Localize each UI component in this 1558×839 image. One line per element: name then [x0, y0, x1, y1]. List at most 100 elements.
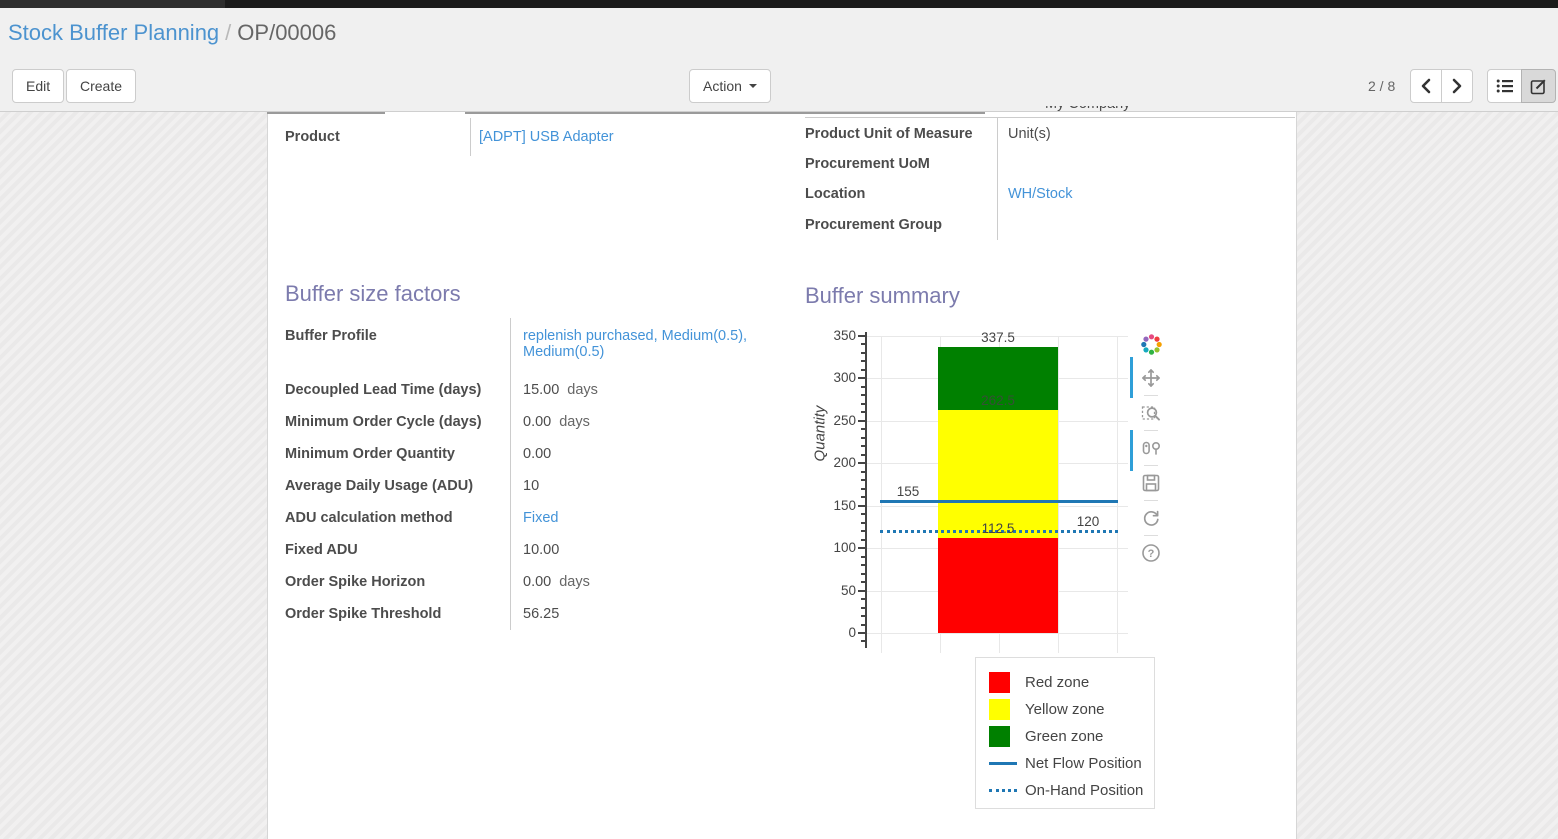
list-view-button[interactable]: [1487, 69, 1522, 103]
plotly-logo-icon[interactable]: [1139, 331, 1163, 357]
procurement-group-label: Procurement Group: [805, 216, 942, 233]
table-top-border: [267, 112, 385, 114]
procurement-uom-label: Procurement UoM: [805, 156, 930, 172]
reset-axes-icon[interactable]: [1139, 505, 1163, 531]
spike-threshold-label: Order Spike Threshold: [285, 606, 442, 622]
form-view-button[interactable]: [1521, 69, 1556, 103]
legend-item-green-zone[interactable]: Green zone: [976, 723, 1154, 750]
field-row-adu: Average Daily Usage (ADU) 10: [285, 470, 790, 502]
legend-label: Green zone: [1025, 728, 1104, 745]
pager-previous-button[interactable]: [1410, 69, 1442, 103]
help-icon[interactable]: ?: [1139, 540, 1163, 566]
field-row-location: Location WH/Stock: [805, 179, 1297, 209]
buffer-factors-group: Buffer Profile replenish purchased, Medi…: [285, 318, 790, 630]
moq-label: Minimum Order Quantity: [285, 446, 455, 462]
moq-value: 0.00: [523, 446, 552, 462]
legend-label: On-Hand Position: [1025, 782, 1144, 799]
field-row-procurement-uom: Procurement UoM: [805, 149, 1297, 179]
field-row-product: Product [ADPT] USB Adapter: [285, 118, 782, 156]
buffer-profile-label: Buffer Profile: [285, 328, 377, 344]
legend-item-net-flow[interactable]: Net Flow Position: [976, 750, 1154, 777]
breadcrumb-separator: /: [225, 20, 232, 45]
field-row-product-uom: Product Unit of Measure Unit(s): [805, 118, 1297, 149]
field-row-fixed-adu: Fixed ADU 10.00: [285, 534, 790, 566]
location-value-link[interactable]: WH/Stock: [1008, 186, 1073, 202]
breadcrumb-current: OP/00006: [237, 20, 337, 45]
modebar-active-indicator: [1130, 430, 1133, 471]
box-zoom-icon[interactable]: [1139, 400, 1163, 426]
legend-label: Red zone: [1025, 674, 1090, 691]
moc-value: 0.00: [523, 414, 552, 430]
compare-hover-icon[interactable]: [1139, 435, 1163, 461]
green-zone-swatch: [989, 726, 1017, 747]
product-uom-value: Unit(s): [1008, 125, 1051, 142]
dlt-value: 15.00: [523, 382, 560, 398]
uom-field-group: Product Unit of Measure Unit(s) Procurem…: [805, 118, 1297, 240]
form-edit-icon: [1530, 78, 1546, 94]
modebar-separator: [1144, 465, 1158, 466]
edit-button[interactable]: Edit: [12, 69, 65, 103]
field-row-moc: Minimum Order Cycle (days) 0.00 days: [285, 406, 790, 438]
on-hand-dots-swatch: [989, 789, 1017, 792]
action-dropdown-button[interactable]: Action: [689, 69, 771, 103]
field-row-adu-method: ADU calculation method Fixed: [285, 502, 790, 534]
chart-plot-area[interactable]: [866, 336, 1128, 648]
field-row-dlt: Decoupled Lead Time (days) 15.00 days: [285, 374, 790, 406]
control-panel: Stock Buffer Planning / OP/00006 Edit Crea…: [0, 8, 1558, 112]
field-row-spike-horizon: Order Spike Horizon 0.00 days: [285, 566, 790, 598]
table-top-border: [465, 112, 985, 114]
navbar-active-menu: [0, 0, 225, 8]
spike-horizon-value: 0.00: [523, 574, 552, 590]
moc-suffix: days: [559, 414, 590, 430]
clipped-company-value: My Company: [1045, 106, 1165, 116]
table-top-border: [805, 117, 1295, 118]
red-zone-swatch: [989, 672, 1017, 693]
chevron-left-icon: [1421, 78, 1431, 94]
product-value-link[interactable]: [ADPT] USB Adapter: [479, 129, 614, 145]
field-row-buffer-profile: Buffer Profile replenish purchased, Medi…: [285, 318, 790, 374]
legend-item-on-hand[interactable]: On-Hand Position: [976, 777, 1154, 804]
breadcrumb: Stock Buffer Planning / OP/00006: [8, 20, 336, 46]
spike-horizon-suffix: days: [559, 574, 590, 590]
adu-value: 10: [523, 478, 540, 494]
net-flow-line-swatch: [989, 762, 1017, 765]
field-row-procurement-group: Procurement Group: [805, 209, 1297, 240]
svg-text:?: ?: [1148, 548, 1155, 560]
buffer-size-factors-title: Buffer size factors: [285, 281, 461, 306]
adu-method-label: ADU calculation method: [285, 510, 453, 526]
dlt-label: Decoupled Lead Time (days): [285, 382, 482, 398]
create-button[interactable]: Create: [66, 69, 137, 103]
modebar-separator: [1144, 395, 1158, 396]
modebar-separator: [1144, 535, 1158, 536]
legend-label: Yellow zone: [1025, 701, 1105, 718]
fixed-adu-label: Fixed ADU: [285, 542, 358, 558]
list-view-icon: [1496, 79, 1513, 93]
pan-icon[interactable]: [1139, 365, 1163, 391]
buffer-profile-value-link[interactable]: replenish purchased, Medium(0.5), Medium…: [523, 328, 748, 360]
caret-down-icon: [748, 84, 757, 88]
pager-next-button[interactable]: [1441, 69, 1473, 103]
product-uom-label: Product Unit of Measure: [805, 125, 973, 142]
breadcrumb-parent-link[interactable]: Stock Buffer Planning: [8, 20, 220, 45]
spike-horizon-label: Order Spike Horizon: [285, 574, 426, 590]
modebar-active-indicator: [1130, 357, 1133, 398]
moc-label: Minimum Order Cycle (days): [285, 414, 482, 430]
spike-threshold-value: 56.25: [523, 606, 560, 622]
product-label: Product: [285, 129, 340, 145]
modebar-separator: [1144, 500, 1158, 501]
pager-counter[interactable]: 2 / 8: [1368, 78, 1396, 94]
product-field-group: Product [ADPT] USB Adapter: [285, 118, 782, 156]
chevron-right-icon: [1452, 78, 1462, 94]
legend-label: Net Flow Position: [1025, 755, 1142, 772]
legend-item-red-zone[interactable]: Red zone: [976, 669, 1154, 696]
chart-legend: Red zone Yellow zone Green zone Net Flow…: [975, 657, 1155, 809]
location-label: Location: [805, 186, 866, 202]
download-plot-icon[interactable]: [1139, 470, 1163, 496]
dlt-suffix: days: [567, 382, 598, 398]
field-row-moq: Minimum Order Quantity 0.00: [285, 438, 790, 470]
fixed-adu-value: 10.00: [523, 542, 560, 558]
yellow-zone-swatch: [989, 699, 1017, 720]
adu-method-value-link[interactable]: Fixed: [523, 510, 559, 526]
action-dropdown-label: Action: [703, 78, 742, 94]
legend-item-yellow-zone[interactable]: Yellow zone: [976, 696, 1154, 723]
